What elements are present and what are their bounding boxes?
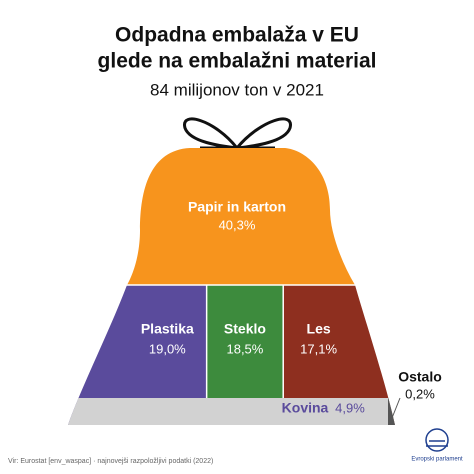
value-label: 40,3% bbox=[219, 217, 256, 232]
segment-label: Steklo bbox=[224, 321, 266, 337]
segment bbox=[388, 398, 395, 425]
source: Vir: Eurostat [env_waspac] · najnovejši … bbox=[8, 458, 213, 465]
segment-label: Papir in karton bbox=[188, 199, 286, 215]
value-label: 18,5% bbox=[226, 341, 263, 356]
title-line: glede na embalažni material bbox=[98, 50, 377, 73]
value-label: 0,2% bbox=[405, 386, 435, 401]
segment-label: Les bbox=[307, 321, 331, 337]
segment bbox=[68, 398, 395, 425]
bag-knot bbox=[183, 117, 292, 150]
value-label: 19,0% bbox=[149, 341, 186, 356]
segment-label: Ostalo bbox=[398, 369, 442, 385]
value-label: 4,9% bbox=[335, 400, 365, 415]
segment-label: Plastika bbox=[141, 321, 194, 337]
logo: Evropski parlament bbox=[411, 428, 463, 463]
subtitle: 84 milijonov ton v 2021 bbox=[150, 80, 324, 99]
title-line: Odpadna embalaža v EU bbox=[115, 24, 359, 47]
value-label: 17,1% bbox=[300, 341, 337, 356]
segment-label: Kovina bbox=[282, 400, 329, 416]
leader-line bbox=[391, 397, 401, 419]
logo-text: Evropski parlament bbox=[411, 457, 463, 463]
